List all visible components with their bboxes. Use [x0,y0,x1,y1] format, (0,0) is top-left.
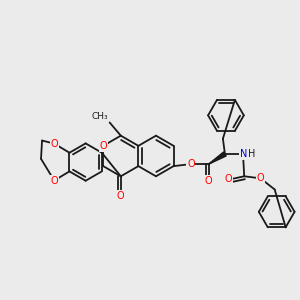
Text: O: O [99,141,107,151]
Text: N: N [239,149,247,159]
Text: O: O [117,191,124,201]
Text: O: O [257,173,264,183]
Text: O: O [187,159,195,169]
Text: CH₃: CH₃ [92,112,108,121]
Text: O: O [225,174,232,184]
Text: O: O [50,139,58,148]
Text: H: H [248,149,256,159]
Text: O: O [205,176,212,186]
Polygon shape [209,152,226,164]
Text: O: O [50,176,58,185]
